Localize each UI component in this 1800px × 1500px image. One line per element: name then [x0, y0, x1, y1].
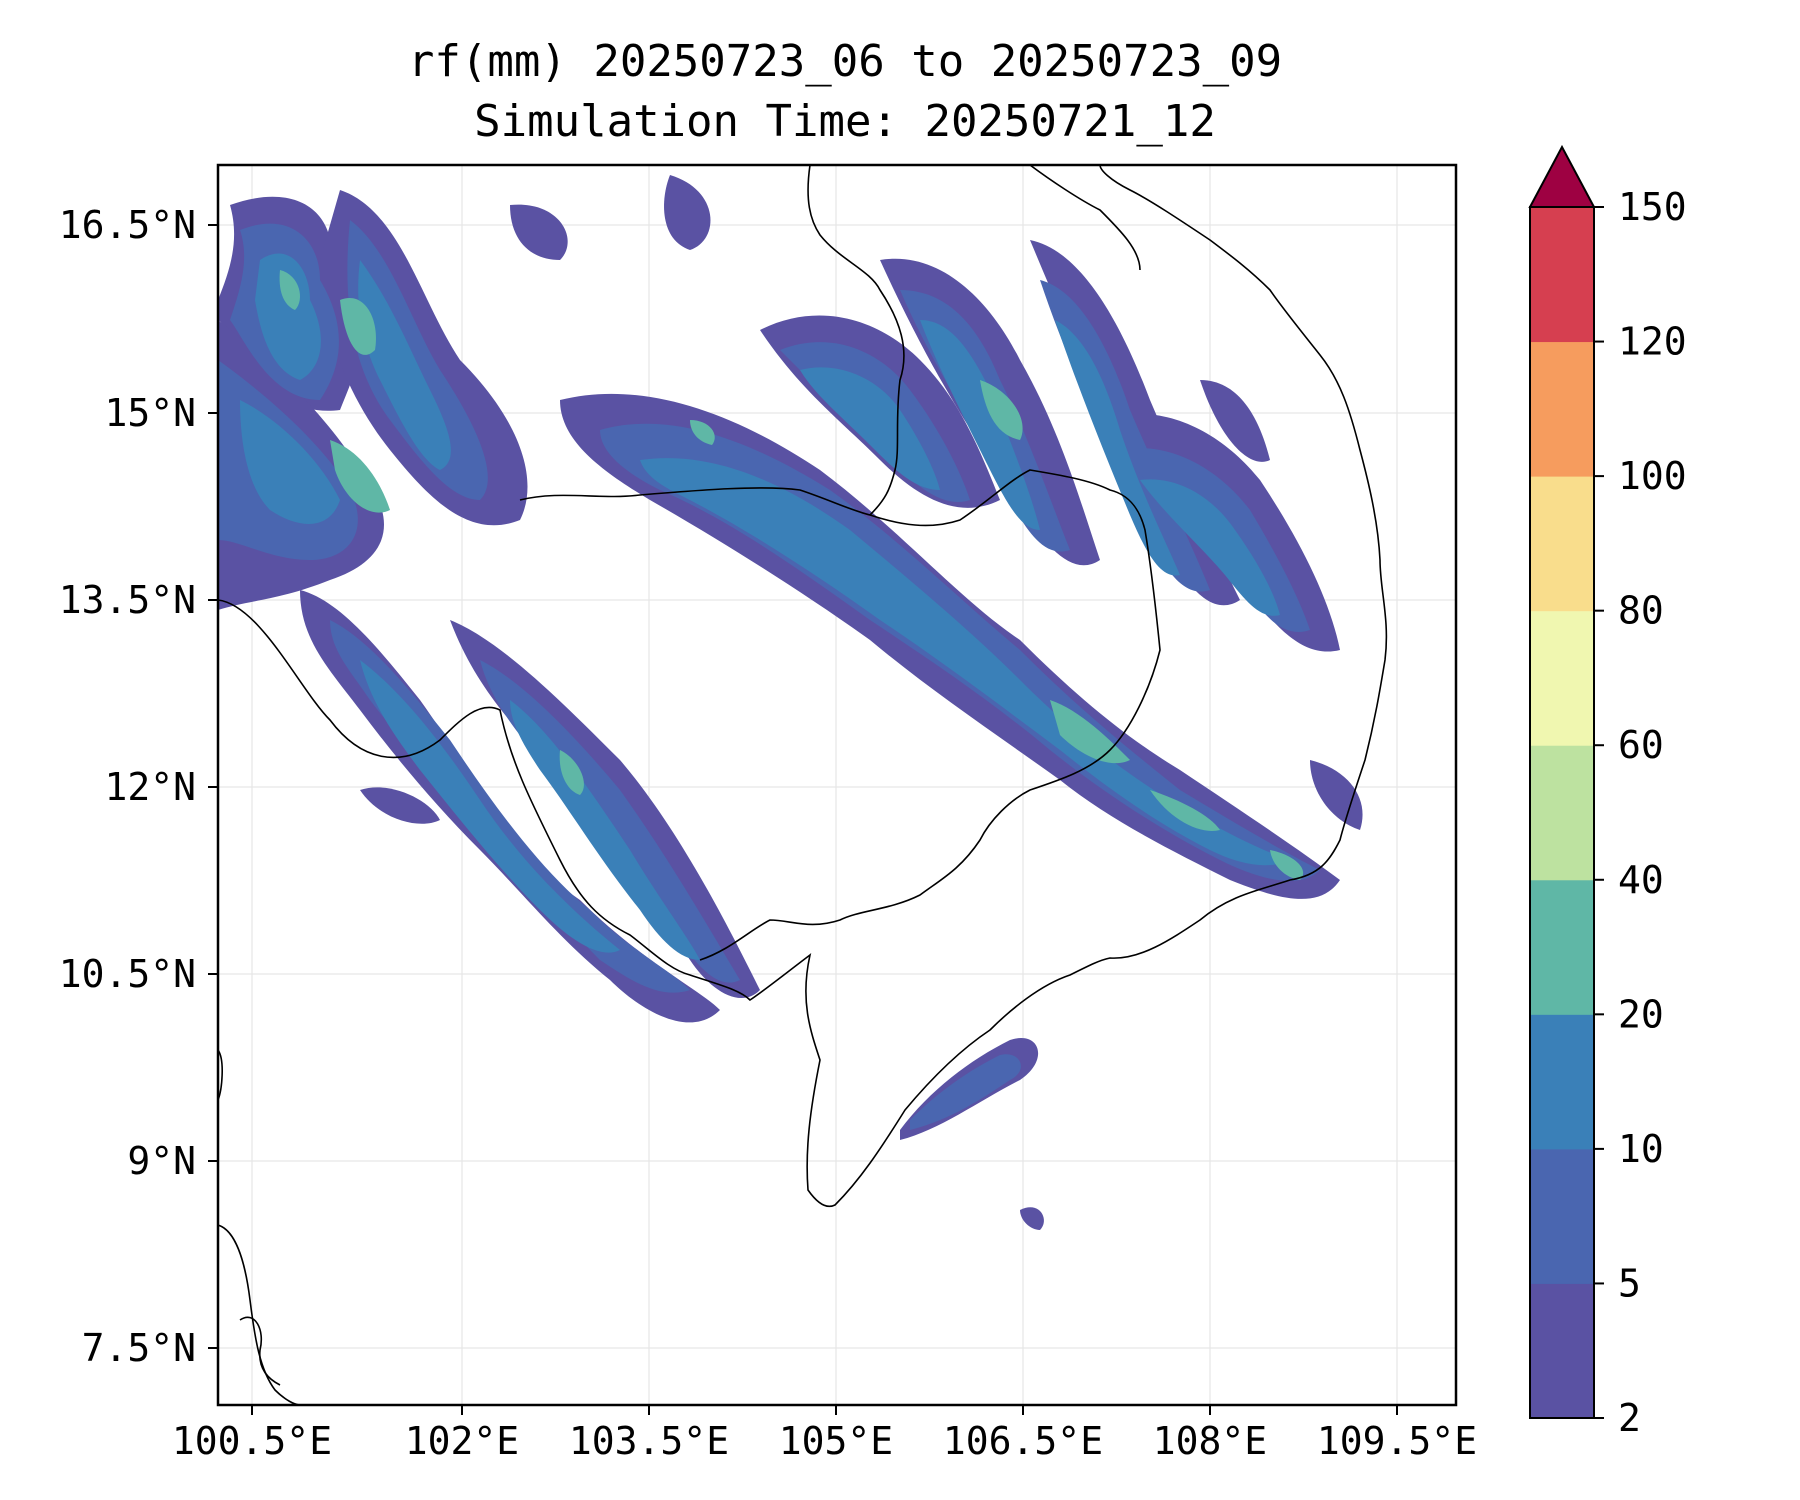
rainfall-field	[218, 175, 1363, 1230]
rainfall-band-20-40	[279, 270, 1304, 880]
colorbar-band	[1530, 745, 1594, 881]
title-line-2: Simulation Time: 20250721_12	[474, 96, 1216, 147]
colorbar-extend-arrow	[1528, 144, 1596, 208]
colorbar-tick-label: 2	[1618, 1396, 1641, 1440]
lat-tick-label: 16.5°N	[59, 203, 196, 247]
lat-tick-label: 7.5°N	[82, 1326, 196, 1370]
colorbar-band	[1530, 476, 1594, 612]
lon-tick-label: 102°E	[405, 1419, 519, 1463]
lat-tick-label: 12°N	[104, 765, 196, 809]
colorbar-band	[1530, 1014, 1594, 1150]
lat-tick-label: 10.5°N	[59, 952, 196, 996]
title-line-1: rf(mm) 20250723_06 to 20250723_09	[407, 36, 1283, 87]
colorbar-band	[1530, 341, 1594, 477]
colorbar-band	[1530, 1283, 1594, 1419]
rainfall-band-10-20	[240, 253, 1290, 960]
colorbar-tick-label: 20	[1618, 992, 1664, 1036]
colorbar-tick-label: 10	[1618, 1127, 1664, 1171]
lat-tick-label: 15°N	[104, 391, 196, 435]
lat-tick-label: 9°N	[127, 1139, 196, 1183]
colorbar-band	[1530, 1148, 1594, 1284]
colorbar-band	[1530, 610, 1594, 746]
colorbar-tick-label: 150	[1618, 185, 1687, 229]
colorbar-tick-label: 100	[1618, 454, 1687, 498]
colorbar: 2 5 10 20 40 60 80 100 120 150	[1528, 144, 1687, 1440]
colorbar-frame	[1529, 206, 1595, 1419]
longitude-axis: 100.5°E 102°E 103.5°E 105°E 106.5°E 108°E 109.…	[172, 1405, 1477, 1463]
lon-tick-label: 108°E	[1153, 1419, 1267, 1463]
lon-tick-label: 109.5°E	[1317, 1419, 1477, 1463]
coastlines-and-borders	[218, 165, 1388, 1405]
lon-tick-label: 103.5°E	[569, 1419, 729, 1463]
lon-tick-label: 106.5°E	[943, 1419, 1103, 1463]
colorbar-tick-label: 80	[1618, 589, 1664, 633]
latitude-axis: 16.5°N 15°N 13.5°N 12°N 10.5°N 9°N 7.5°N	[59, 203, 218, 1370]
colorbar-tick-label: 60	[1618, 723, 1664, 767]
lat-tick-label: 13.5°N	[59, 578, 196, 622]
colorbar-tick-label: 5	[1618, 1261, 1641, 1305]
colorbar-tick-label: 120	[1618, 320, 1687, 364]
colorbar-tick-label: 40	[1618, 858, 1664, 902]
colorbar-band	[1530, 207, 1594, 343]
lon-tick-label: 100.5°E	[172, 1419, 332, 1463]
lon-tick-label: 105°E	[779, 1419, 893, 1463]
colorbar-band	[1530, 879, 1594, 1015]
